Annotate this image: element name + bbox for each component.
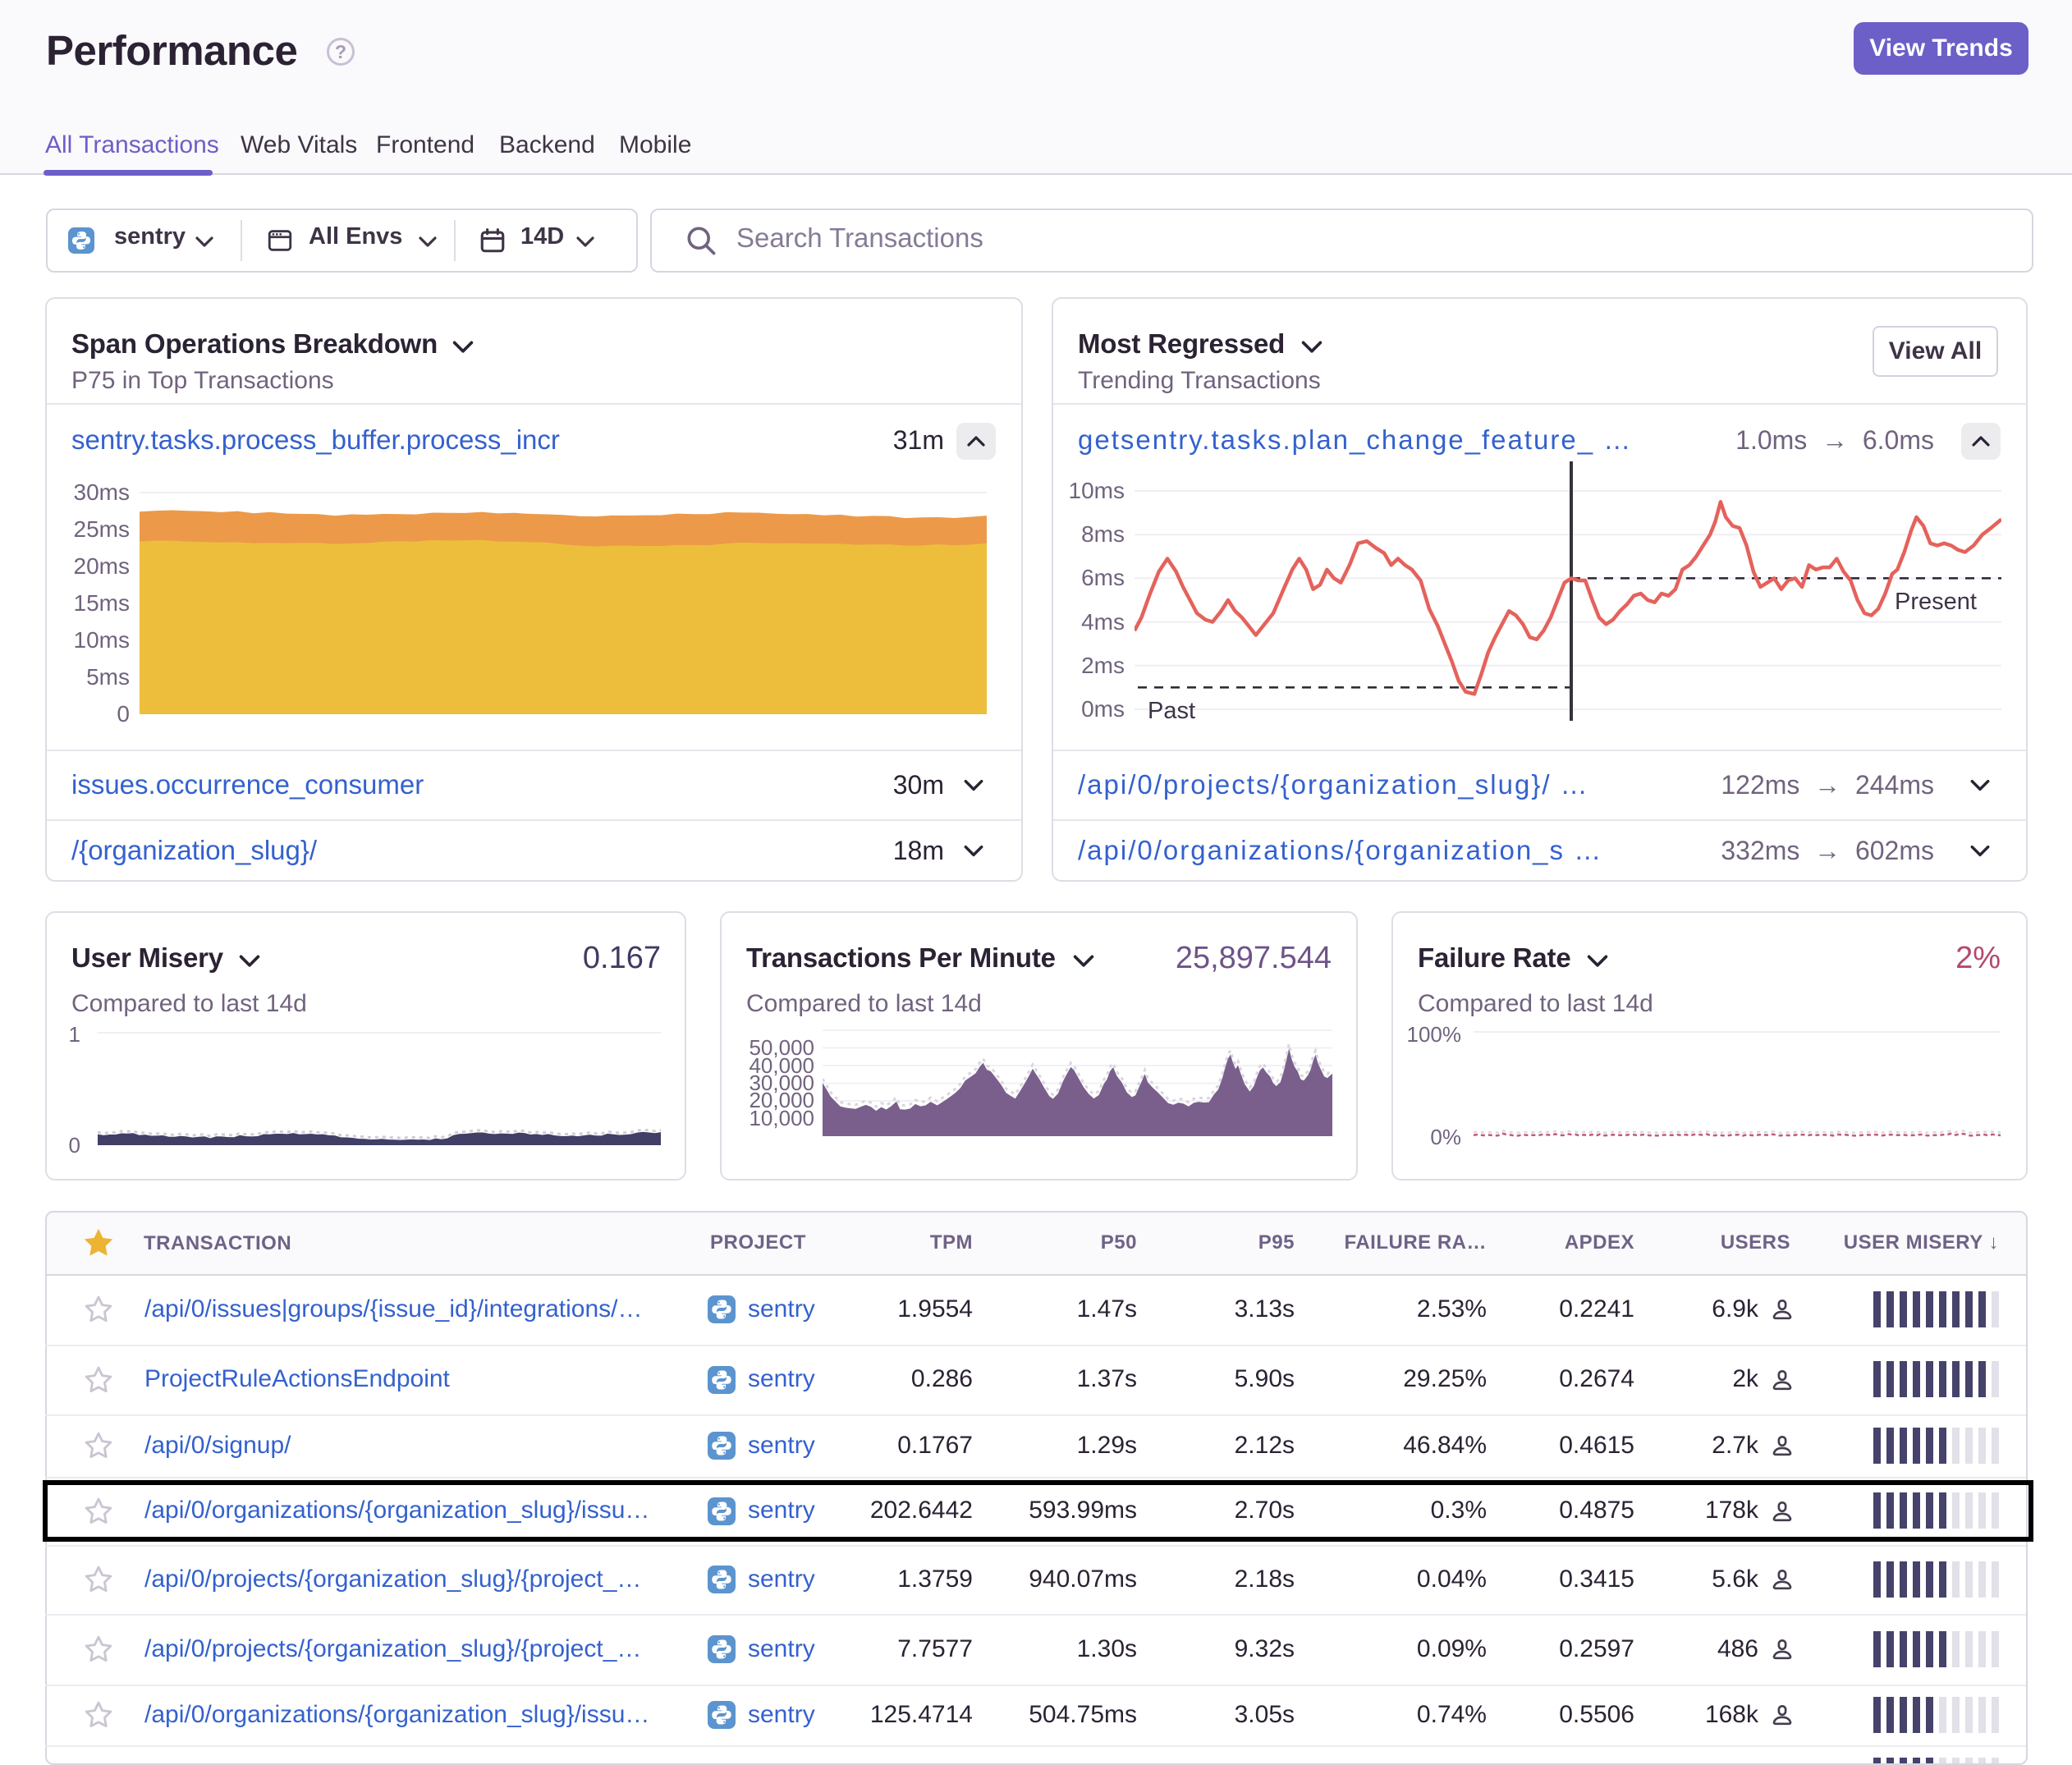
svg-text:Present: Present bbox=[1895, 589, 1977, 615]
svg-text:Past: Past bbox=[1148, 698, 1195, 724]
